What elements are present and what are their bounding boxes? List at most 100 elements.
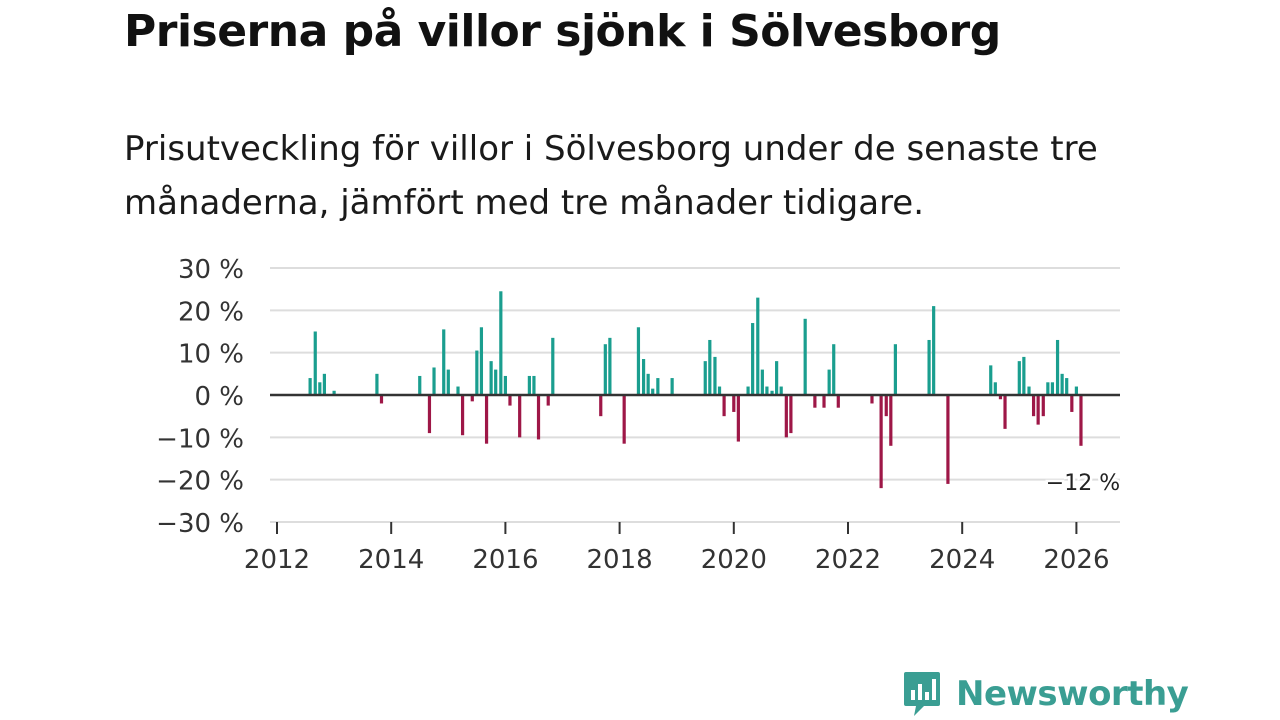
bar [322,373,326,395]
gridlines [270,267,1120,523]
bar [708,339,712,395]
bar [1046,382,1050,395]
bar [713,356,717,395]
bar [646,373,650,395]
x-tick-label: 2018 [587,545,653,575]
bar [932,306,936,395]
bar [313,331,317,395]
bar [651,388,655,395]
bar [418,375,422,395]
x-tick-label: 2020 [701,545,767,575]
bar [1060,373,1064,395]
y-tick-label: 30 % [178,255,244,285]
x-tick-label: 2026 [1043,545,1109,575]
bar [499,291,503,395]
bar [608,337,612,395]
bar [670,378,674,395]
bar [603,344,607,395]
bar [546,395,550,406]
bar [446,369,450,395]
bar [427,395,432,434]
bar [827,369,831,395]
bar [722,395,726,417]
bar [751,323,755,395]
bar-chart-logo-icon [904,672,940,716]
bar [641,359,646,395]
bar [470,395,474,402]
bar [503,375,507,395]
bar [1022,356,1026,395]
x-tick-label: 2024 [929,545,995,575]
bar [775,361,779,395]
bar [1055,339,1060,395]
bar [484,395,489,444]
bar [889,395,893,446]
y-tick-label: −20 % [156,467,244,497]
x-tick-label: 2022 [815,545,881,575]
bar [765,386,769,395]
bar [532,375,536,395]
bar [993,382,997,395]
bar [760,369,764,395]
bar [822,395,826,408]
bar [813,395,817,408]
bar [518,395,522,438]
bar [599,395,603,417]
bar [494,369,498,395]
last-value-label: −12 % [1046,471,1120,496]
bar [479,327,484,395]
page-title: Priserna på villor sjönk i Sölvesborg [124,6,1001,57]
bar [527,375,531,395]
x-axis: 2012 2014 2016 2018 2020 2022 2024 2026 [244,522,1109,575]
bar [1079,395,1083,446]
bar [1065,378,1069,395]
bar [332,390,336,395]
x-tick-label: 2016 [472,545,538,575]
bar [836,395,840,408]
bar [489,361,493,395]
bar [736,395,740,442]
bar [717,386,722,395]
bar [442,329,446,395]
chart-subtitle: Prisutveckling för villor i Sölvesborg u… [124,129,1098,223]
bar [1027,386,1031,395]
y-tick-label: 10 % [178,340,244,370]
bar [460,395,465,436]
bar [636,327,641,395]
bar [989,365,993,395]
bar [432,367,436,395]
y-axis: 30 % 20 % 10 % 0 % −10 % −20 % −30 % [156,255,244,539]
bar [893,344,897,395]
bar [1017,361,1021,395]
bar [536,395,541,440]
bar [318,382,322,395]
bar [870,395,874,404]
bar [784,395,788,438]
bar [1074,386,1078,395]
bar [1070,395,1074,412]
bar [832,344,836,395]
bar [375,373,379,395]
bar [1041,395,1045,417]
bar [703,361,707,395]
x-tick-label: 2014 [358,545,424,575]
bar [551,337,555,395]
bar [1036,395,1040,425]
bar [1050,382,1055,395]
newsworthy-logo: Newsworthy [902,670,1189,718]
y-tick-label: 0 % [194,382,244,412]
bar [803,318,807,395]
y-tick-label: 20 % [178,297,244,327]
x-tick-label: 2012 [244,545,310,575]
bar [756,297,760,395]
bar [379,395,384,404]
bar [779,386,783,395]
bar [884,395,888,417]
bar [508,395,512,406]
bar [879,395,883,489]
bar [732,395,736,412]
bar [456,386,460,395]
annotations: −12 % [1043,468,1122,498]
bar [946,395,950,484]
bar [998,395,1003,400]
